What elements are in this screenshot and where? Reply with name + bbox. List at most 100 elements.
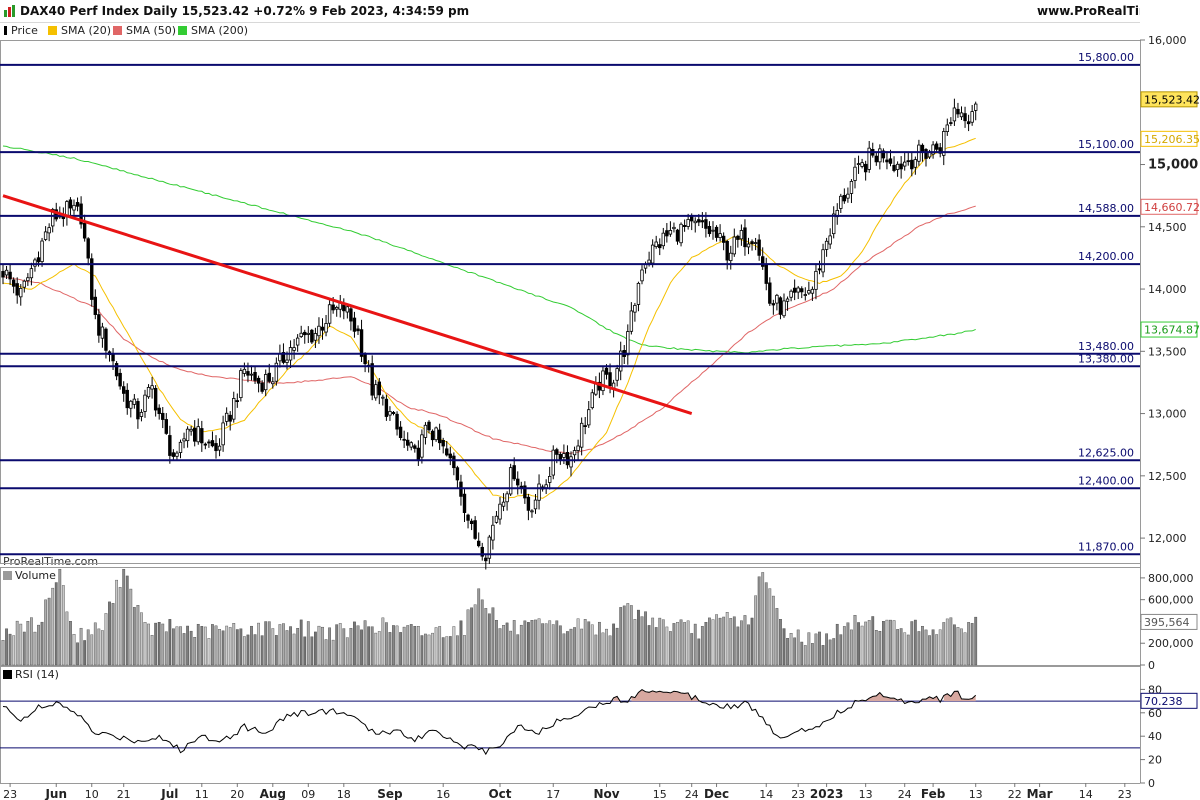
volume-bar: [296, 628, 300, 666]
candle-body-up: [292, 347, 296, 351]
candle: [903, 152, 907, 171]
candle: [867, 140, 871, 173]
candle: [139, 409, 144, 422]
time-axis-label: 20: [230, 788, 244, 800]
candle: [40, 237, 44, 267]
candle-body-up: [40, 240, 44, 263]
prorealtime-logo-icon: [4, 5, 15, 17]
volume-bar: [622, 605, 626, 666]
candle-body-down: [235, 400, 239, 403]
legend-swatch: [4, 26, 7, 35]
level-label: 13,380.00: [1078, 352, 1134, 365]
time-axis-label: Feb: [921, 787, 946, 800]
candle: [274, 357, 279, 386]
candle: [196, 418, 200, 445]
candle-body-down: [430, 430, 435, 441]
volume-bar: [54, 582, 58, 666]
volume-bar: [757, 576, 761, 666]
candle: [157, 404, 161, 420]
sma20-line-path: [2, 137, 976, 499]
candle-body-up: [789, 290, 793, 298]
candle: [792, 279, 797, 301]
candle: [15, 277, 19, 304]
volume-bar: [970, 623, 974, 666]
volume-bar: [906, 634, 910, 666]
time-axis-label: 14: [1079, 788, 1093, 800]
volume-bar: [225, 625, 229, 666]
candle: [203, 442, 208, 450]
candle: [764, 257, 768, 291]
time-axis: 23 Jun 10 21 Jul 11 20 Aug 09 18 Sep 16 Oct 17 Nov 15 24…: [3, 783, 1132, 800]
volume-bar: [317, 625, 321, 666]
level-label: 15,800.00: [1078, 51, 1134, 64]
volume-bar: [892, 620, 896, 666]
candle-body-down: [697, 219, 701, 223]
candle: [171, 449, 176, 461]
candle-body-down: [771, 303, 776, 306]
candle-body-down: [395, 413, 399, 430]
candle-body-up: [945, 124, 949, 132]
candle-body-down: [700, 220, 705, 223]
candle-body-down: [416, 447, 421, 460]
candle: [782, 293, 786, 318]
candle-body-down: [583, 425, 587, 427]
candle: [423, 422, 428, 445]
legend-sma200[interactable]: SMA (200): [178, 24, 248, 37]
price-axis-label: 12,500: [1148, 470, 1187, 483]
volume-bar: [374, 632, 378, 666]
candle: [711, 221, 715, 240]
candle: [665, 223, 669, 243]
candle: [924, 148, 928, 167]
legend-sma50[interactable]: SMA (50): [113, 24, 176, 37]
volume-bar: [811, 643, 814, 666]
candle: [43, 226, 48, 242]
candle: [721, 232, 726, 251]
time-axis-label: Nov: [593, 787, 619, 800]
candle: [633, 302, 637, 322]
volume-bar: [58, 568, 62, 666]
candle: [232, 391, 236, 423]
volume-axis-label: 600,000: [1148, 594, 1194, 607]
candle-body-down: [136, 401, 140, 420]
volume-bar: [154, 622, 158, 666]
candle: [242, 362, 247, 377]
candle: [959, 106, 964, 120]
legend-price[interactable]: Price: [4, 24, 38, 37]
candle: [295, 334, 300, 352]
candle: [342, 298, 346, 320]
candle-body-up: [867, 147, 871, 170]
volume-bar: [321, 626, 324, 666]
candle-body-up: [828, 235, 832, 245]
candle: [125, 383, 129, 415]
volume-bar: [448, 636, 452, 666]
volume-bar: [516, 634, 520, 666]
time-axis-label: 23: [1118, 788, 1132, 800]
volume-bar: [583, 619, 587, 666]
volume-bar: [473, 604, 477, 666]
candle-body-down: [516, 478, 520, 486]
volume-value-label: 395,564: [1144, 616, 1190, 629]
time-axis-label: Sep: [377, 787, 403, 800]
volume-bar: [534, 619, 537, 666]
candle: [239, 368, 243, 402]
candle: [778, 296, 783, 320]
candle: [732, 228, 736, 257]
legend-sma20[interactable]: SMA (20): [48, 24, 111, 37]
candle: [771, 299, 776, 315]
candle: [253, 365, 257, 384]
candle: [214, 435, 218, 459]
volume-bar: [5, 628, 8, 666]
candle-body-up: [334, 306, 339, 310]
candle: [441, 437, 445, 454]
candle-body-up: [132, 398, 137, 405]
candle-body-up: [185, 428, 190, 442]
candle-body-down: [104, 328, 108, 351]
candle-body-down: [359, 329, 364, 357]
volume-bar: [132, 607, 136, 666]
candle-body-down: [118, 372, 122, 387]
candle-body-down: [79, 203, 83, 225]
volume-bar: [79, 627, 83, 666]
candle-body-down: [885, 159, 889, 163]
candle-body-up: [232, 398, 236, 420]
